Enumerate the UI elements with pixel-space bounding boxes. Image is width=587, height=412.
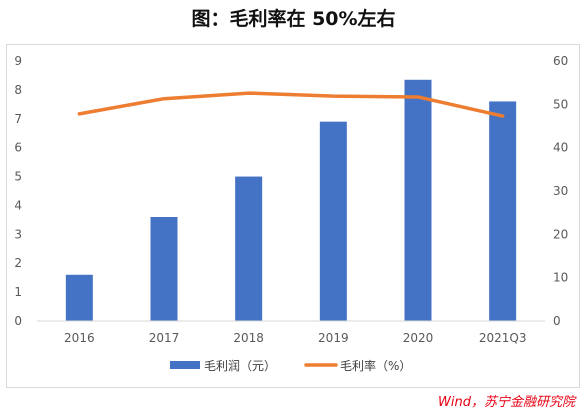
bar-series <box>65 79 517 322</box>
bar <box>65 274 93 321</box>
x-tick-label: 2020 <box>403 331 434 345</box>
right-tick-label: 30 <box>553 184 568 198</box>
bar <box>489 101 517 321</box>
right-tick-label: 50 <box>553 97 568 111</box>
left-tick-label: 4 <box>14 198 22 212</box>
right-tick-label: 0 <box>553 314 561 328</box>
bar <box>235 176 263 321</box>
left-tick-label: 8 <box>14 83 22 97</box>
source-note: Wind，苏宁金融研究院 <box>438 395 575 410</box>
x-axis-ticks: 2016 2017 2018 2019 2020 2021Q3 <box>64 331 526 345</box>
x-tick-label: 2019 <box>318 331 349 345</box>
bar <box>404 79 432 322</box>
chart-title: 图：毛利率在 50%左右 <box>191 8 396 30</box>
left-tick-label: 1 <box>14 285 22 299</box>
x-tick-label: 2017 <box>149 331 180 345</box>
legend: 毛利润（元） 毛利率（%） <box>170 358 411 373</box>
left-tick-label: 6 <box>14 141 22 155</box>
x-tick-label: 2021Q3 <box>479 331 527 345</box>
bar <box>319 121 347 322</box>
chart-frame <box>6 44 580 388</box>
right-tick-label: 60 <box>553 54 568 68</box>
right-tick-label: 40 <box>553 141 568 155</box>
legend-swatch-bar <box>170 361 200 369</box>
bar <box>150 217 178 321</box>
line-series <box>77 91 505 118</box>
right-tick-label: 20 <box>553 227 568 241</box>
left-tick-label: 9 <box>14 54 22 68</box>
legend-label-line: 毛利率（%） <box>340 358 411 373</box>
x-tick-label: 2018 <box>233 331 264 345</box>
left-tick-label: 0 <box>14 314 22 328</box>
left-tick-label: 2 <box>14 256 22 270</box>
left-tick-label: 3 <box>14 227 22 241</box>
left-axis-ticks: 0 1 2 3 4 5 6 7 8 9 <box>14 54 22 328</box>
left-tick-label: 5 <box>14 170 22 184</box>
left-tick-label: 7 <box>14 112 22 126</box>
right-tick-label: 10 <box>553 271 568 285</box>
legend-label-bar: 毛利润（元） <box>204 359 276 373</box>
right-axis-ticks: 0 10 20 30 40 50 60 <box>553 54 568 328</box>
x-tick-label: 2016 <box>64 331 95 345</box>
